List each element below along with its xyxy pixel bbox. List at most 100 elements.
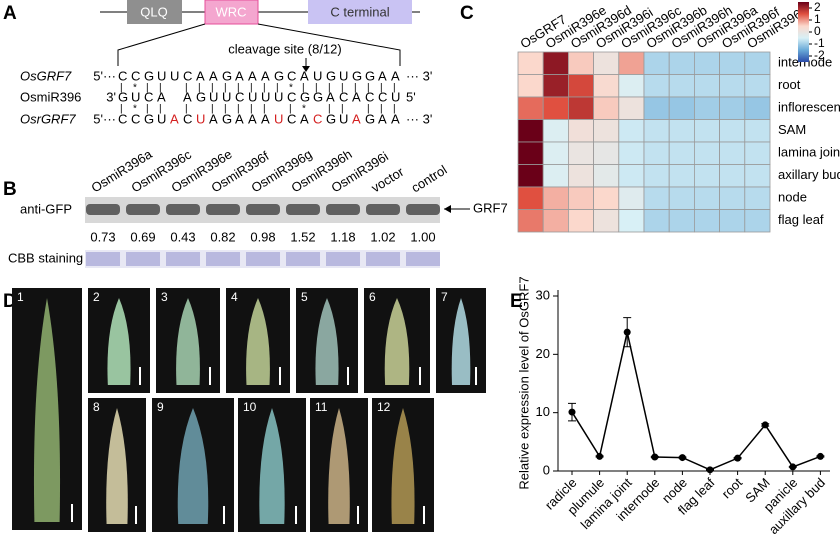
- cbb-band: [126, 252, 160, 266]
- row-label: axillary bud: [778, 167, 840, 182]
- y-tick-label: 30: [536, 287, 550, 302]
- heatmap-cell: [643, 119, 670, 143]
- heatmap-cell: [668, 96, 695, 120]
- wrc-domain: [204, 0, 259, 25]
- heatmap-cell: [744, 96, 771, 120]
- photo-number: 12: [377, 400, 391, 414]
- specimen: [33, 298, 61, 522]
- blot-band: [126, 204, 160, 215]
- sequence-end: ··· 3': [406, 111, 432, 126]
- point: [816, 452, 824, 460]
- sequence: CCGUUCAAGAAAGCAUGUGGAA: [118, 68, 400, 83]
- heatmap-cell: [568, 209, 595, 233]
- heatmap-cell: [668, 141, 695, 165]
- heatmap-cell: [618, 74, 645, 98]
- heatmap-cell: [744, 74, 771, 98]
- row-label: flag leaf: [778, 212, 824, 227]
- row-label: inflorescence: [778, 100, 840, 115]
- heatmap-cell: [744, 186, 771, 210]
- point: [623, 328, 631, 336]
- point: [706, 466, 714, 474]
- blot-band: [246, 204, 280, 215]
- heatmap-cell: [517, 51, 544, 75]
- heatmap-cell: [719, 209, 746, 233]
- heatmap-cell: [668, 51, 695, 75]
- heatmap-cell: [542, 74, 569, 98]
- heatmap-cell: [517, 141, 544, 165]
- row-label: internode: [778, 55, 832, 70]
- heatmap-cell: [618, 209, 645, 233]
- photo-number: 4: [231, 290, 238, 304]
- ratio: 0.43: [170, 229, 195, 244]
- panel-label: B: [3, 179, 17, 200]
- sequence: C: [313, 111, 322, 126]
- heatmap-cell: [568, 141, 595, 165]
- heatmap-cell: [593, 74, 620, 98]
- sequence-end: ··· 3': [406, 68, 432, 83]
- x-tick-label: root: [719, 475, 746, 502]
- heatmap-cell: [719, 51, 746, 75]
- sequence: C: [183, 111, 192, 126]
- photo-number: 1: [17, 290, 24, 304]
- heatmap-cell: [719, 141, 746, 165]
- heatmap-cell: [618, 164, 645, 188]
- sequence: U: [274, 111, 283, 126]
- heatmap-cell: [668, 186, 695, 210]
- heatmap-cell: [593, 186, 620, 210]
- heatmap-cell: [618, 186, 645, 210]
- point: [596, 452, 604, 460]
- heatmap-cell: [694, 119, 721, 143]
- heatmap-cell: [668, 164, 695, 188]
- cbb-band: [326, 252, 360, 266]
- photo-number: 9: [157, 400, 164, 414]
- qlq-domain: [127, 0, 182, 24]
- heatmap-cell: [694, 164, 721, 188]
- ratio: 0.82: [210, 229, 235, 244]
- heatmap-cell: [542, 209, 569, 233]
- heatmap-cell: [694, 186, 721, 210]
- heatmap-cell: [694, 96, 721, 120]
- heatmap-cell: [568, 74, 595, 98]
- specimen: [391, 408, 415, 524]
- heatmap-cell: [593, 51, 620, 75]
- cleavage-arrow-head: [302, 66, 310, 72]
- ratio: 1.00: [410, 229, 435, 244]
- cbb-band: [246, 252, 280, 266]
- panel-label: C: [460, 3, 474, 24]
- photo-number: 11: [315, 400, 328, 414]
- blot-band: [166, 204, 200, 215]
- heatmap-cell: [719, 74, 746, 98]
- sequence-name: OsrGRF7: [20, 111, 76, 126]
- heatmap-cell: [719, 119, 746, 143]
- blot-band: [366, 204, 400, 215]
- pairing: |*|| | ||||| |* || |||: [120, 104, 396, 115]
- ratio: 1.02: [370, 229, 395, 244]
- row-label: lamina joint: [778, 145, 840, 160]
- domain-label: C terminal: [330, 4, 389, 19]
- sequence: A: [352, 111, 361, 126]
- heatmap-cell: [542, 164, 569, 188]
- heatmap-cell: [719, 96, 746, 120]
- photo-number: 8: [93, 400, 100, 414]
- specimen: [246, 298, 270, 385]
- colorbar-tick-label: -2: [814, 48, 825, 62]
- heatmap-cell: [517, 74, 544, 98]
- colorbar-tick-label: 0: [814, 24, 821, 38]
- lane-label: control: [408, 162, 449, 195]
- ratio: 1.18: [330, 229, 355, 244]
- pairing: |*|| ||||||||*||||||||: [120, 83, 396, 94]
- blot-band: [86, 204, 120, 215]
- cbb-band: [206, 252, 240, 266]
- heatmap-cell: [517, 96, 544, 120]
- specimen: [106, 408, 128, 524]
- photo-number: 6: [369, 290, 376, 304]
- specimen: [176, 298, 200, 385]
- heatmap-cell: [694, 209, 721, 233]
- line: [571, 332, 821, 471]
- heatmap-cell: [542, 51, 569, 75]
- point: [789, 463, 797, 471]
- heatmap-cell: [568, 119, 595, 143]
- band-arrow-head: [444, 205, 451, 213]
- cbb-band: [166, 252, 200, 266]
- specimen: [315, 298, 339, 385]
